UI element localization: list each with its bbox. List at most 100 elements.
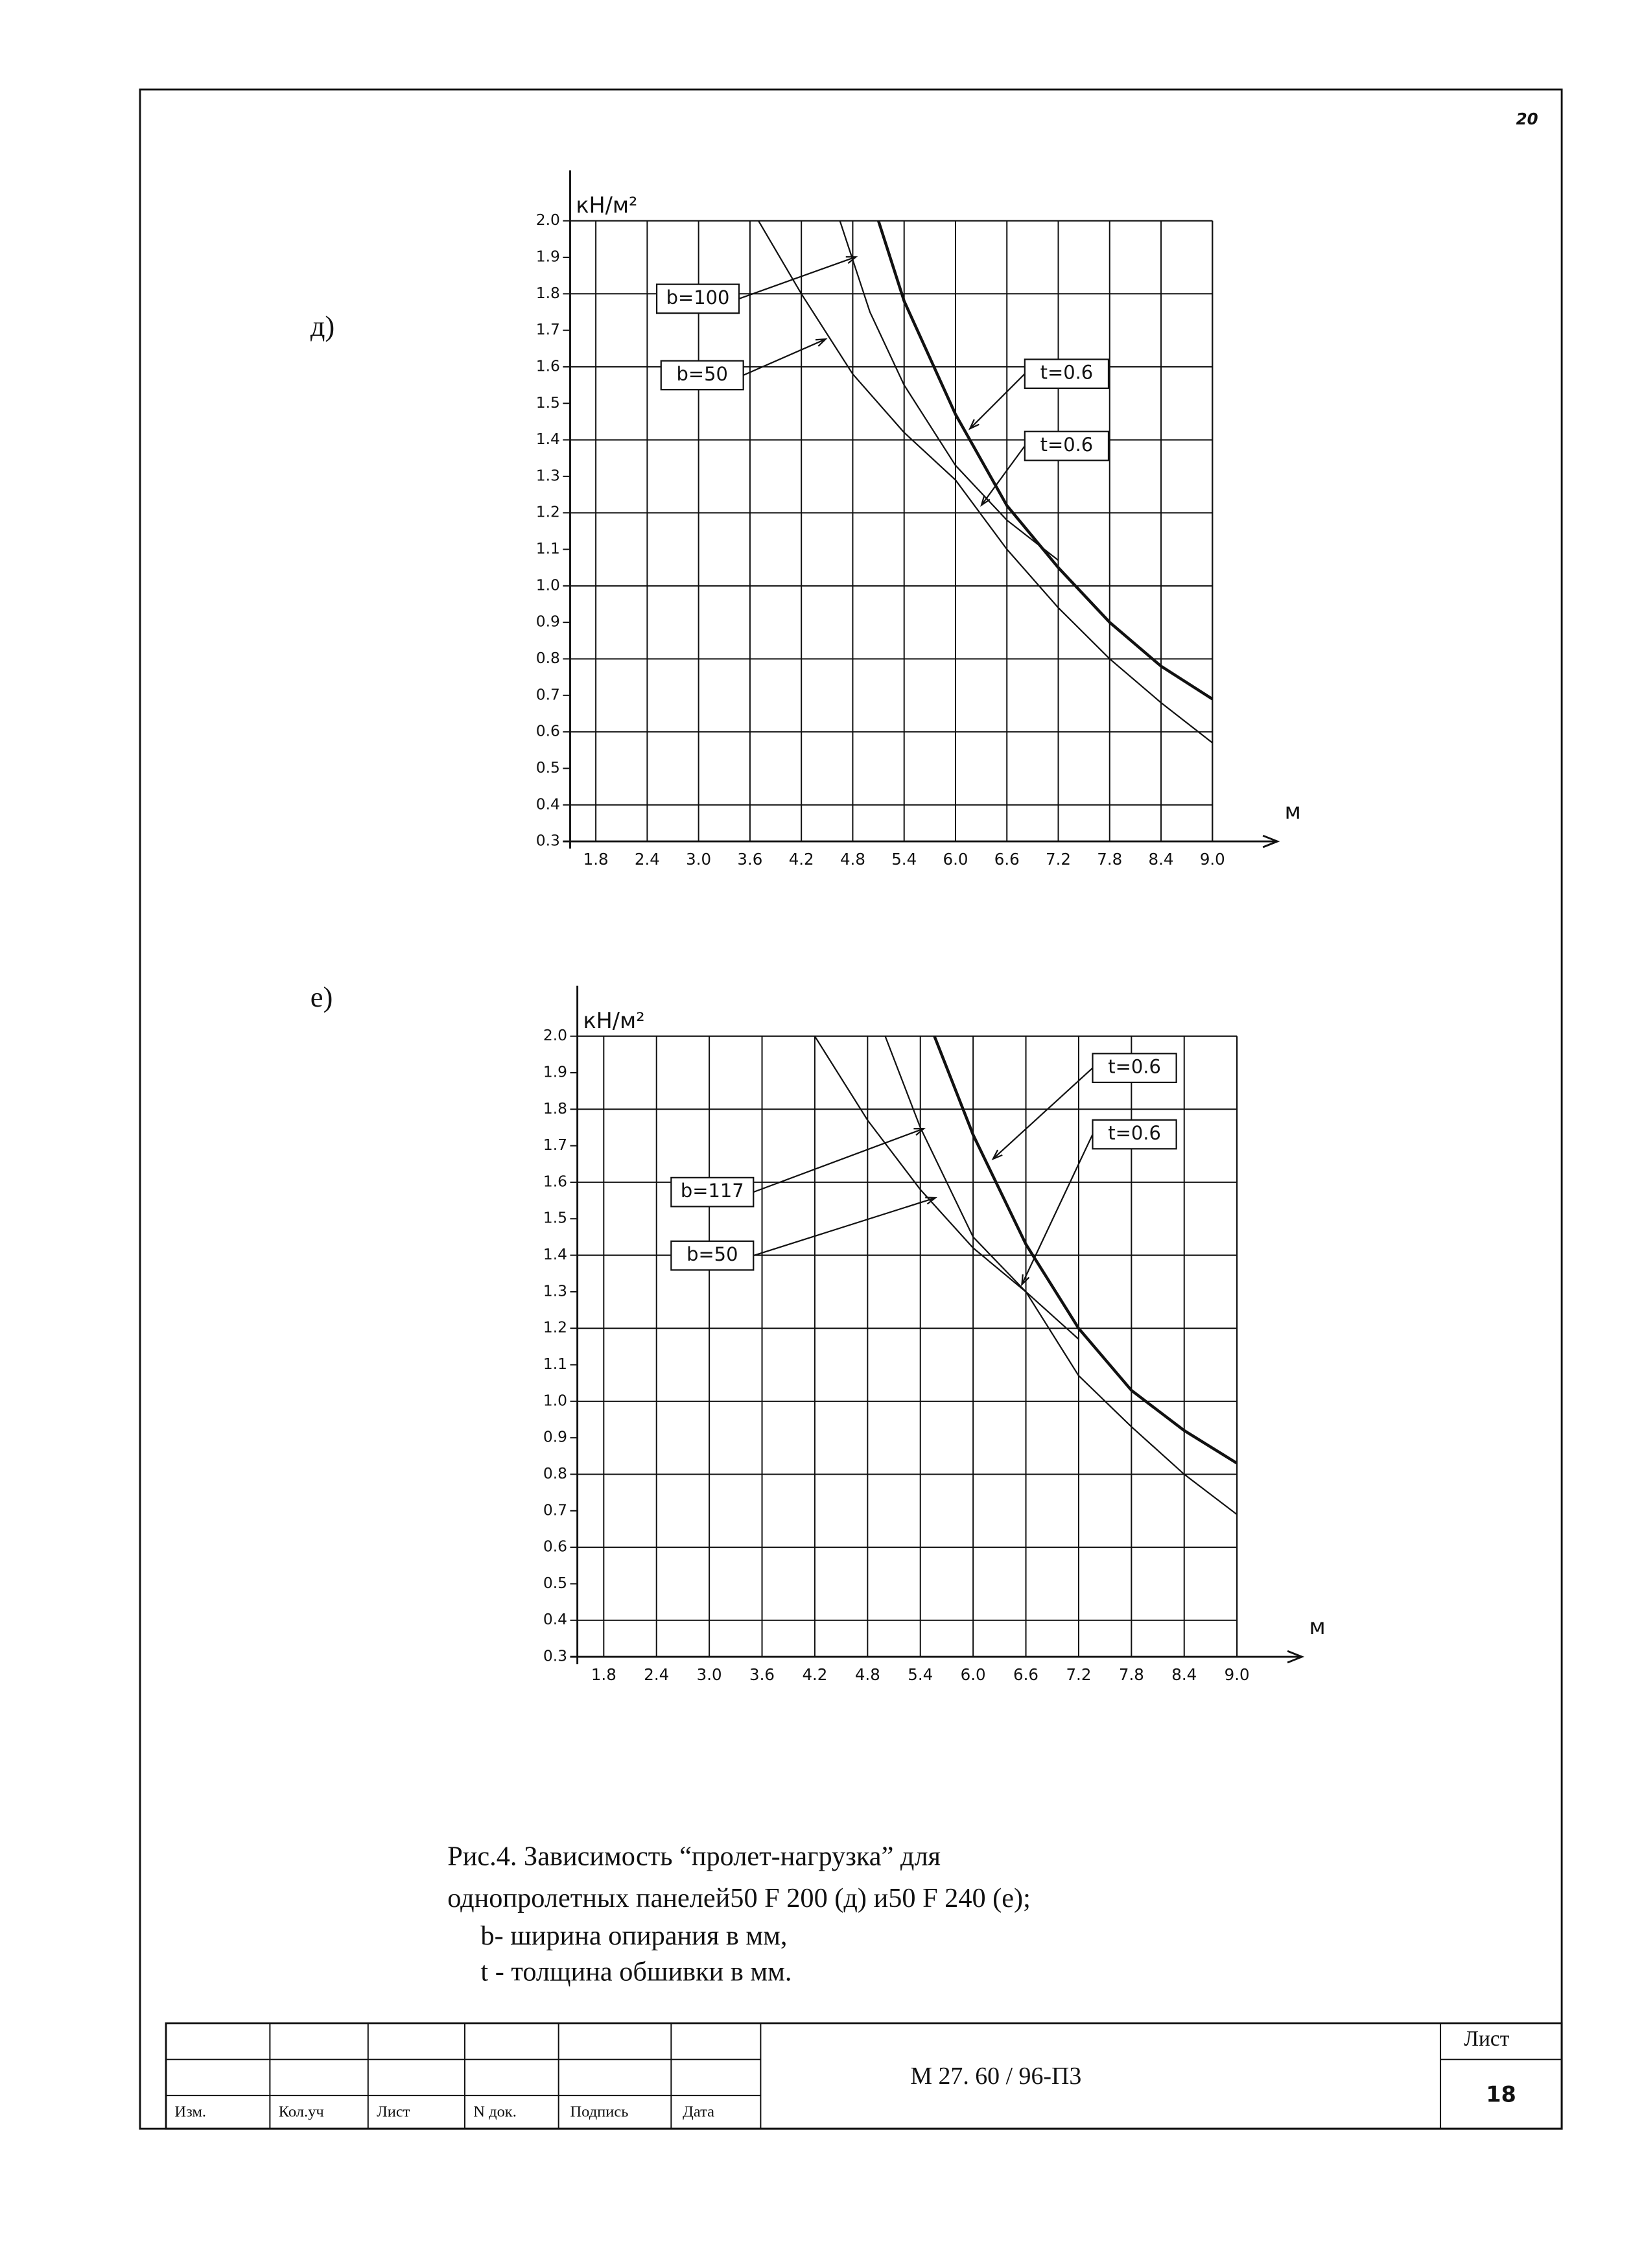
y-tick-label: 2.0 xyxy=(543,1026,567,1044)
annotation: t=0.6 xyxy=(1108,1122,1161,1144)
y-tick-label: 0.4 xyxy=(543,1610,567,1628)
y-tick-label: 1.6 xyxy=(536,357,560,375)
y-tick-label: 2.0 xyxy=(536,211,560,229)
annotation: b=100 xyxy=(666,286,730,309)
annotation: b=50 xyxy=(676,363,727,385)
y-tick-label: 0.8 xyxy=(536,649,560,667)
x-tick-label: 7.8 xyxy=(1097,850,1122,869)
annotation-arrow xyxy=(738,256,856,299)
x-tick-label: 2.4 xyxy=(644,1665,669,1684)
annotation-arrow xyxy=(753,1128,924,1193)
x-tick-label: 7.8 xyxy=(1119,1665,1144,1684)
y-axis-unit: кН/м² xyxy=(583,1008,645,1033)
arrow-head xyxy=(991,1149,1003,1161)
page-number: 20 xyxy=(1516,110,1538,128)
y-tick-label: 1.5 xyxy=(543,1209,567,1227)
y-tick-label: 0.5 xyxy=(543,1574,567,1592)
annotation: t=0.6 xyxy=(1040,434,1094,456)
y-tick-label: 1.0 xyxy=(543,1391,567,1409)
y-tick-label: 0.9 xyxy=(536,613,560,631)
x-axis-unit: м xyxy=(1309,1614,1325,1639)
annotation-arrow xyxy=(981,445,1026,506)
x-tick-label: 3.0 xyxy=(697,1665,722,1684)
column-label: Изм. xyxy=(174,2103,206,2120)
x-tick-label: 5.4 xyxy=(908,1665,933,1684)
y-tick-label: 1.2 xyxy=(543,1318,567,1337)
caption-line: однопролетных панелей50 F 200 (д) и50 F … xyxy=(447,1883,1031,1913)
x-tick-label: 2.4 xyxy=(635,850,660,869)
arrow-head xyxy=(815,338,828,347)
y-tick-label: 1.3 xyxy=(543,1281,567,1300)
x-tick-label: 4.2 xyxy=(802,1665,827,1684)
y-tick-label: 0.7 xyxy=(536,685,560,703)
y-tick-label: 1.7 xyxy=(543,1136,567,1154)
x-tick-label: 3.6 xyxy=(749,1665,775,1684)
annotation-box xyxy=(670,1240,755,1271)
x-tick-label: 4.8 xyxy=(855,1665,880,1684)
curve xyxy=(884,1036,1079,1340)
annotation: t=0.6 xyxy=(1040,362,1094,384)
x-tick-label: 6.6 xyxy=(1013,1665,1038,1684)
x-tick-label: 9.0 xyxy=(1225,1665,1250,1684)
y-tick-label: 1.4 xyxy=(543,1245,567,1263)
x-tick-label: 7.2 xyxy=(1066,1665,1091,1684)
arrow-head xyxy=(845,256,858,264)
y-tick-label: 0.3 xyxy=(543,1647,567,1665)
y-tick-label: 1.9 xyxy=(536,247,560,265)
chart: д) 1.8 2.4 3.0 3.6 4.2 4.8 5.4 6.0 6.6 7.2 7.8 8.4 9.… xyxy=(311,170,1301,869)
x-tick-label: 3.0 xyxy=(686,850,711,869)
title-block-frame xyxy=(165,2022,1563,2130)
panel-label: е) xyxy=(311,981,333,1013)
y-tick-label: 1.4 xyxy=(536,430,560,448)
y-tick-label: 0.5 xyxy=(536,758,560,777)
document-code: М 27. 60 / 96-П3 xyxy=(910,2063,1081,2090)
y-tick-label: 1.7 xyxy=(536,320,560,338)
y-tick-label: 0.9 xyxy=(543,1428,567,1446)
y-tick-label: 1.5 xyxy=(536,393,560,412)
column-label: Подпись xyxy=(570,2103,628,2120)
caption-line: b- ширина опирания в мм, xyxy=(480,1921,787,1951)
x-tick-label: 8.4 xyxy=(1171,1665,1197,1684)
arrow-head xyxy=(980,495,991,507)
arrow-head xyxy=(925,1197,937,1205)
x-tick-label: 3.6 xyxy=(737,850,762,869)
y-tick-label: 1.9 xyxy=(543,1062,567,1081)
column-label: Кол.уч xyxy=(279,2103,324,2120)
x-tick-label: 7.2 xyxy=(1046,850,1071,869)
curve xyxy=(758,220,1213,743)
caption-line: t - толщина обшивки в мм. xyxy=(480,1957,792,1987)
y-tick-label: 1.0 xyxy=(536,576,560,594)
curve xyxy=(839,220,1059,561)
x-tick-label: 6.6 xyxy=(994,850,1020,869)
axis-arrow xyxy=(1262,834,1280,848)
arrow-head xyxy=(913,1128,926,1136)
y-tick-label: 0.3 xyxy=(536,832,560,850)
y-tick-label: 0.7 xyxy=(543,1501,567,1519)
panel-label: д) xyxy=(311,310,334,342)
axis-arrow xyxy=(1287,1650,1305,1664)
x-tick-label: 5.4 xyxy=(891,850,917,869)
y-tick-label: 0.4 xyxy=(536,795,560,813)
caption: Рис.4. Зависимость “пролет-нагрузка” для… xyxy=(447,1841,1031,1987)
curve xyxy=(876,220,1214,701)
y-tick-label: 1.2 xyxy=(536,503,560,521)
y-tick-label: 1.1 xyxy=(543,1355,567,1373)
annotation-arrow xyxy=(743,338,827,376)
y-tick-label: 1.8 xyxy=(536,284,560,302)
column-label: Лист xyxy=(377,2103,410,2120)
x-tick-label: 6.0 xyxy=(961,1665,986,1684)
annotation-arrow xyxy=(1021,1134,1094,1285)
x-tick-label: 9.0 xyxy=(1200,850,1225,869)
arrow-head xyxy=(1021,1274,1030,1287)
annotation-arrow xyxy=(969,373,1026,430)
y-tick-label: 1.3 xyxy=(536,466,560,484)
curve xyxy=(933,1035,1238,1465)
y-tick-label: 1.6 xyxy=(543,1172,567,1190)
y-tick-label: 1.8 xyxy=(543,1099,567,1117)
x-tick-label: 8.4 xyxy=(1149,850,1174,869)
x-tick-label: 6.0 xyxy=(943,850,968,869)
annotation-arrow xyxy=(753,1197,936,1257)
annotation-box xyxy=(655,283,740,314)
column-label: N док. xyxy=(473,2103,517,2120)
